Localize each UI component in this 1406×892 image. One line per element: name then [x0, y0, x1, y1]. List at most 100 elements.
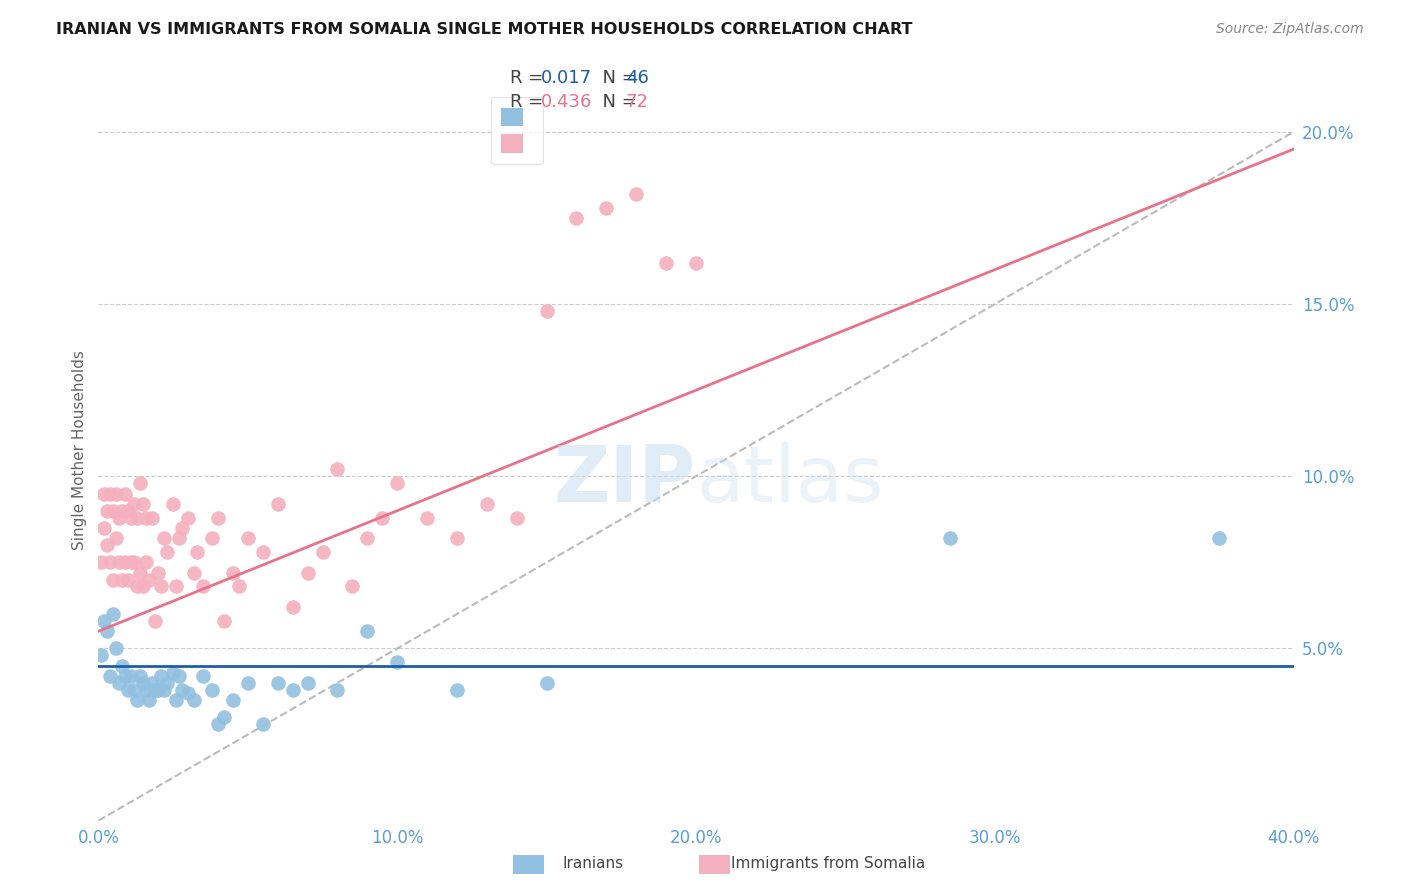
Point: [90, 555, 112, 569]
Point: [371, 510, 394, 524]
Point: [311, 545, 333, 559]
Point: [103, 573, 125, 587]
Point: [167, 669, 190, 683]
Point: [132, 579, 155, 593]
Point: [98, 555, 122, 569]
Point: [132, 676, 155, 690]
Point: [141, 676, 163, 690]
Point: [236, 531, 259, 545]
Point: [212, 614, 235, 628]
Point: [108, 555, 131, 569]
Point: [356, 624, 378, 639]
Text: Immigrants from Somalia: Immigrants from Somalia: [731, 856, 925, 871]
Point: [297, 566, 319, 580]
Text: 0.017: 0.017: [541, 70, 592, 87]
Point: [114, 669, 136, 683]
Point: [565, 211, 588, 225]
Point: [124, 555, 146, 569]
Point: [93, 486, 115, 500]
Point: [93, 521, 115, 535]
Point: [153, 682, 176, 697]
Point: [342, 579, 364, 593]
Point: [135, 510, 157, 524]
Point: [117, 682, 139, 697]
Point: [626, 186, 648, 201]
Point: [148, 566, 170, 580]
Point: [326, 462, 349, 476]
Point: [124, 682, 146, 697]
Point: [385, 655, 409, 669]
Point: [236, 676, 259, 690]
Point: [153, 531, 176, 545]
Point: [167, 531, 190, 545]
Point: [127, 693, 149, 707]
Point: [201, 682, 224, 697]
Point: [506, 510, 529, 524]
Y-axis label: Single Mother Households: Single Mother Households: [72, 351, 87, 550]
Point: [111, 658, 134, 673]
Point: [446, 682, 468, 697]
Point: [103, 504, 125, 518]
Point: [129, 669, 152, 683]
Point: [183, 693, 205, 707]
Point: [156, 676, 179, 690]
Point: [252, 717, 274, 731]
Text: N =: N =: [591, 93, 643, 111]
Point: [120, 510, 142, 524]
Point: [252, 545, 274, 559]
Point: [93, 614, 115, 628]
Text: atlas: atlas: [696, 442, 883, 518]
Point: [111, 504, 134, 518]
Point: [114, 555, 136, 569]
Point: [103, 607, 125, 621]
Point: [135, 682, 157, 697]
Point: [207, 510, 229, 524]
Text: 0.436: 0.436: [541, 93, 593, 111]
Point: [141, 510, 163, 524]
Point: [201, 531, 224, 545]
Point: [150, 669, 173, 683]
Point: [117, 573, 139, 587]
Point: [96, 504, 118, 518]
Point: [172, 521, 194, 535]
Point: [281, 600, 304, 615]
Point: [186, 545, 208, 559]
Point: [165, 579, 187, 593]
Point: [267, 497, 290, 511]
Point: [326, 682, 349, 697]
Point: [172, 682, 194, 697]
Point: [129, 566, 152, 580]
Point: [281, 682, 304, 697]
Point: [162, 497, 184, 511]
Text: R =: R =: [510, 70, 550, 87]
Point: [207, 717, 229, 731]
Point: [105, 531, 128, 545]
Point: [143, 614, 166, 628]
Point: [96, 538, 118, 552]
Point: [222, 693, 245, 707]
Point: [595, 201, 617, 215]
Point: [183, 566, 205, 580]
Point: [129, 476, 152, 491]
Point: [96, 624, 118, 639]
Text: Iranians: Iranians: [562, 856, 623, 871]
Text: IRANIAN VS IMMIGRANTS FROM SOMALIA SINGLE MOTHER HOUSEHOLDS CORRELATION CHART: IRANIAN VS IMMIGRANTS FROM SOMALIA SINGL…: [56, 22, 912, 37]
Text: N =: N =: [591, 70, 643, 87]
Point: [156, 545, 179, 559]
Point: [212, 710, 235, 724]
Point: [939, 531, 962, 545]
Point: [536, 676, 558, 690]
Point: [475, 497, 498, 511]
Legend: , : ,: [491, 96, 543, 164]
Text: Source: ZipAtlas.com: Source: ZipAtlas.com: [1216, 22, 1364, 37]
Point: [108, 510, 131, 524]
Point: [143, 682, 166, 697]
Point: [165, 693, 187, 707]
Point: [1208, 531, 1230, 545]
Point: [655, 256, 678, 270]
Point: [120, 669, 142, 683]
Point: [105, 641, 128, 656]
Text: ZIP: ZIP: [554, 442, 696, 518]
Point: [124, 497, 146, 511]
Point: [98, 669, 122, 683]
